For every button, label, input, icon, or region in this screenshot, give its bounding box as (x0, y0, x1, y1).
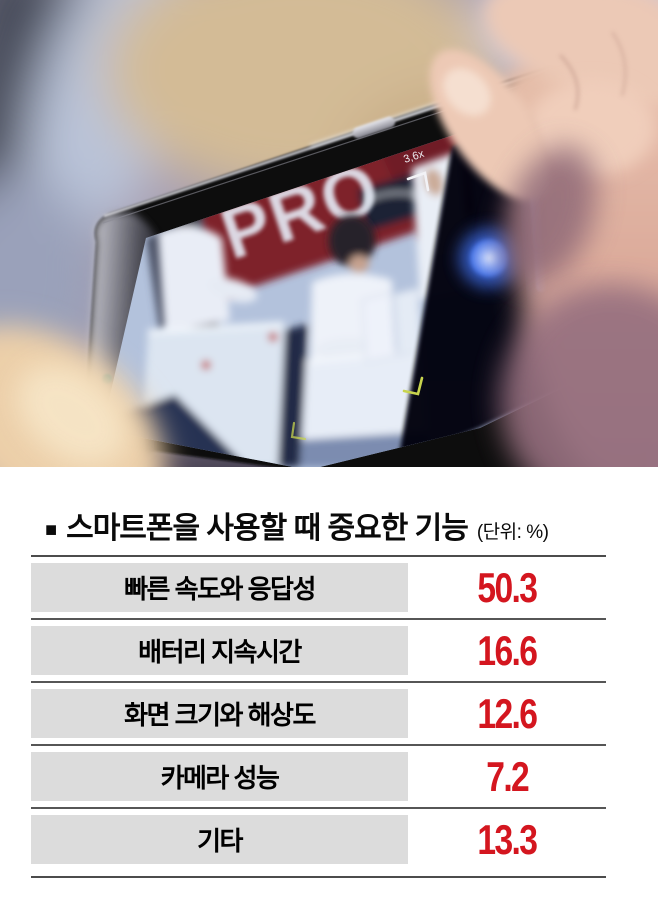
stat-value: 13.3 (477, 815, 539, 863)
left-finger (0, 325, 166, 467)
news-photo-svg: PRO (0, 0, 658, 467)
table-row: 화면 크기와 해상도 12.6 (31, 689, 606, 738)
stat-value-cell: 50.3 (408, 563, 606, 612)
stat-label: 기타 (31, 815, 408, 864)
screen-scene-people (104, 150, 470, 467)
stat-value: 7.2 (486, 752, 530, 800)
focus-bracket-bottom-left-icon (290, 421, 307, 441)
stat-label: 카메라 성능 (31, 752, 408, 801)
table-row: 카메라 성능 7.2 (31, 752, 606, 801)
focus-bracket-bottom-right-icon (402, 376, 424, 396)
news-photo: PRO (0, 0, 658, 467)
row-separator (31, 675, 606, 689)
unit-label: (단위: %) (476, 522, 549, 543)
chart-title: 스마트폰을 사용할 때 중요한 기능 (66, 512, 469, 545)
row-separator (31, 738, 606, 752)
right-hand (429, 0, 658, 467)
stat-value-cell: 12.6 (408, 689, 606, 738)
table-row: 기타 13.3 (31, 815, 606, 864)
chart-title-row: ■ 스마트폰을 사용할 때 중요한 기능 (단위: %) (45, 503, 606, 547)
stat-value-cell: 7.2 (408, 752, 606, 801)
focus-bracket-top-icon (406, 171, 430, 192)
stat-value: 12.6 (477, 689, 539, 737)
stat-label: 배터리 지속시간 (31, 626, 408, 675)
stat-value-cell: 13.3 (408, 815, 606, 864)
table-row: 빠른 속도와 응답성 50.3 (31, 563, 606, 612)
volume-button (352, 116, 395, 139)
stat-label: 빠른 속도와 응답성 (31, 563, 408, 612)
row-separator (31, 612, 606, 626)
stat-label: 화면 크기와 해상도 (31, 689, 408, 738)
stat-value: 50.3 (477, 563, 539, 611)
statistics-table-section: ■ 스마트폰을 사용할 때 중요한 기능 (단위: %) 빠른 속도와 응답성 … (31, 467, 606, 878)
square-bullet-icon: ■ (45, 519, 58, 541)
stat-value: 16.6 (477, 626, 539, 674)
stat-value-cell: 16.6 (408, 626, 606, 675)
divider-top (31, 555, 606, 557)
thumbnail (443, 68, 491, 116)
table-row: 배터리 지속시간 16.6 (31, 626, 606, 675)
bottom-gap (31, 864, 606, 876)
divider-bottom (31, 876, 606, 878)
row-separator (31, 801, 606, 815)
